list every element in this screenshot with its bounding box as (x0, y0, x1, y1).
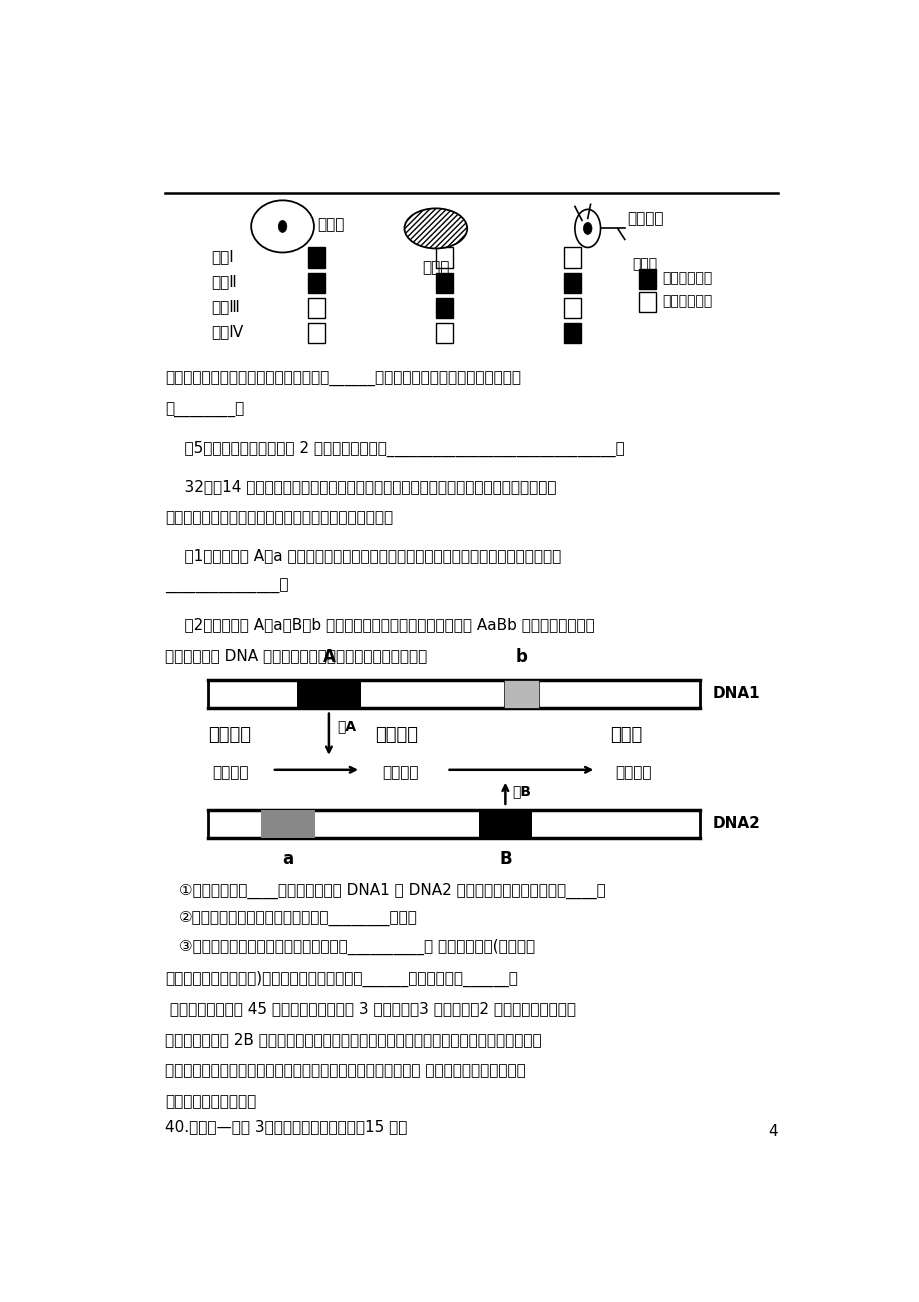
Text: ③该植株进行测交时，应对母本如何操作__________。 该植株自交时(不考虑基: ③该植株进行测交时，应对母本如何操作__________。 该植株自交时(不考虑… (179, 939, 535, 956)
Text: 肌细胞: 肌细胞 (422, 260, 449, 276)
Ellipse shape (404, 208, 467, 249)
Bar (478, 810, 531, 838)
Text: （白色）: （白色） (382, 764, 418, 780)
Bar (563, 323, 581, 342)
Ellipse shape (574, 210, 600, 247)
Text: （二）选考题：共 45 分。请考生从给出的 3 道物理题、3 道化学题、2 道生物题中每科任选: （二）选考题：共 45 分。请考生从给出的 3 道物理题、3 道化学题、2 道生… (165, 1001, 575, 1017)
Bar (307, 323, 324, 342)
Bar (639, 292, 655, 311)
Ellipse shape (251, 201, 313, 253)
Bar (208, 810, 698, 838)
Bar (503, 680, 539, 708)
Text: b: b (515, 647, 527, 665)
Text: 题号必须与所涂题目的题号一致，在答题卡选答区域指定位置答 题。如果多做，则每学科: 题号必须与所涂题目的题号一致，在答题卡选答区域指定位置答 题。如果多做，则每学科 (165, 1064, 525, 1078)
Text: （5）噬菌体内不能完成图 2 所示过程，原因是______________________________。: （5）噬菌体内不能完成图 2 所示过程，原因是_________________… (165, 441, 624, 457)
Bar (307, 247, 324, 267)
Text: 最可能代表指导细胞呼吸酶合成的基因是______。通过对上图的分析，可得出的结论: 最可能代表指导细胞呼吸酶合成的基因是______。通过对上图的分析，可得出的结论 (165, 372, 520, 387)
Bar (436, 323, 452, 342)
Text: 基因Ⅰ: 基因Ⅰ (211, 249, 233, 264)
Text: DNA2: DNA2 (711, 816, 759, 832)
Text: （1）若花色由 A、a 这对等位基因控制，则杂合子的红色植株自交后代的表现型及比例为: （1）若花色由 A、a 这对等位基因控制，则杂合子的红色植株自交后代的表现型及比… (165, 548, 561, 564)
Text: A: A (323, 647, 335, 665)
Text: 神经细胞: 神经细胞 (627, 211, 664, 227)
Text: （红色）: （红色） (615, 764, 652, 780)
Bar (563, 247, 581, 267)
Bar (639, 268, 655, 289)
Text: 中间产物: 中间产物 (375, 725, 418, 743)
Text: DNA1: DNA1 (711, 686, 759, 700)
Text: 按所做的第一题计分。: 按所做的第一题计分。 (165, 1095, 255, 1109)
Bar (436, 247, 452, 267)
Text: 因突变和交叉互换现象)后代中纯合子的表现型为______，红色植株占______。: 因突变和交叉互换现象)后代中纯合子的表现型为______，红色植株占______… (165, 970, 517, 987)
Text: 基因Ⅳ: 基因Ⅳ (211, 324, 244, 340)
Text: 是________。: 是________。 (165, 402, 244, 418)
Text: 酶B: 酶B (512, 784, 531, 798)
Text: _______________。: _______________。 (165, 579, 288, 594)
Text: 4: 4 (767, 1124, 777, 1139)
Bar (307, 272, 324, 293)
Text: 未表达的基因: 未表达的基因 (661, 294, 711, 309)
Text: （2）若花色由 A、a，B、b 两对等位基因控制，现有一基因型为 AaBb 的植株，其体细胞: （2）若花色由 A、a，B、b 两对等位基因控制，现有一基因型为 AaBb 的植… (165, 617, 594, 633)
Text: ①该植株花色为____，其体细胞内的 DNA1 和 DNA2 所在的染色体之间的关系是____。: ①该植株花色为____，其体细胞内的 DNA1 和 DNA2 所在的染色体之间的… (179, 883, 606, 900)
Text: 前体物质: 前体物质 (208, 725, 250, 743)
Text: 32．（14 分）某植物和豌豆一样，进行自花传粉、闭花受粉，所以常作为遗传学研究的: 32．（14 分）某植物和豌豆一样，进行自花传粉、闭花受粉，所以常作为遗传学研究… (165, 479, 556, 493)
Bar (563, 272, 581, 293)
Text: a: a (282, 850, 293, 868)
Text: ②控制花色的两对基因符合孟德尔的________定律。: ②控制花色的两对基因符合孟德尔的________定律。 (179, 911, 417, 926)
Text: 材料。该植物花瓣的颜色有红、白两种。回答以下问题：: 材料。该植物花瓣的颜色有红、白两种。回答以下问题： (165, 510, 392, 525)
Bar (563, 298, 581, 318)
Bar (261, 810, 314, 838)
Ellipse shape (278, 220, 287, 233)
Text: 基因Ⅲ: 基因Ⅲ (211, 299, 240, 314)
Bar (297, 680, 360, 708)
Bar (436, 298, 452, 318)
Ellipse shape (583, 223, 591, 234)
Text: 终产物: 终产物 (610, 725, 642, 743)
Text: 红细胞: 红细胞 (316, 217, 344, 232)
Text: B: B (498, 850, 511, 868)
Bar (307, 298, 324, 318)
Text: （白色）: （白色） (212, 764, 249, 780)
Text: 中相应基因在 DNA 上的位置及控制花色的生化流程如下图。: 中相应基因在 DNA 上的位置及控制花色的生化流程如下图。 (165, 648, 426, 664)
Bar (208, 680, 698, 708)
Text: 已表达的基因: 已表达的基因 (661, 272, 711, 285)
Text: 酶A: 酶A (337, 720, 357, 733)
Text: 说明：: 说明： (631, 258, 656, 272)
Text: 40.《生物—选修 3：现代生物科技专题》（15 分）: 40.《生物—选修 3：现代生物科技专题》（15 分） (165, 1118, 407, 1134)
Text: 基因Ⅱ: 基因Ⅱ (211, 273, 237, 289)
Text: 一题做答，并用 2B 铅笔在答题卡上把所选题目对应题号右边的方框涂黑。注意所做题目的: 一题做答，并用 2B 铅笔在答题卡上把所选题目对应题号右边的方框涂黑。注意所做题… (165, 1032, 541, 1048)
Bar (436, 272, 452, 293)
